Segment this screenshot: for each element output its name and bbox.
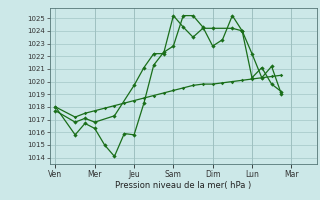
X-axis label: Pression niveau de la mer( hPa ): Pression niveau de la mer( hPa ): [115, 181, 251, 190]
